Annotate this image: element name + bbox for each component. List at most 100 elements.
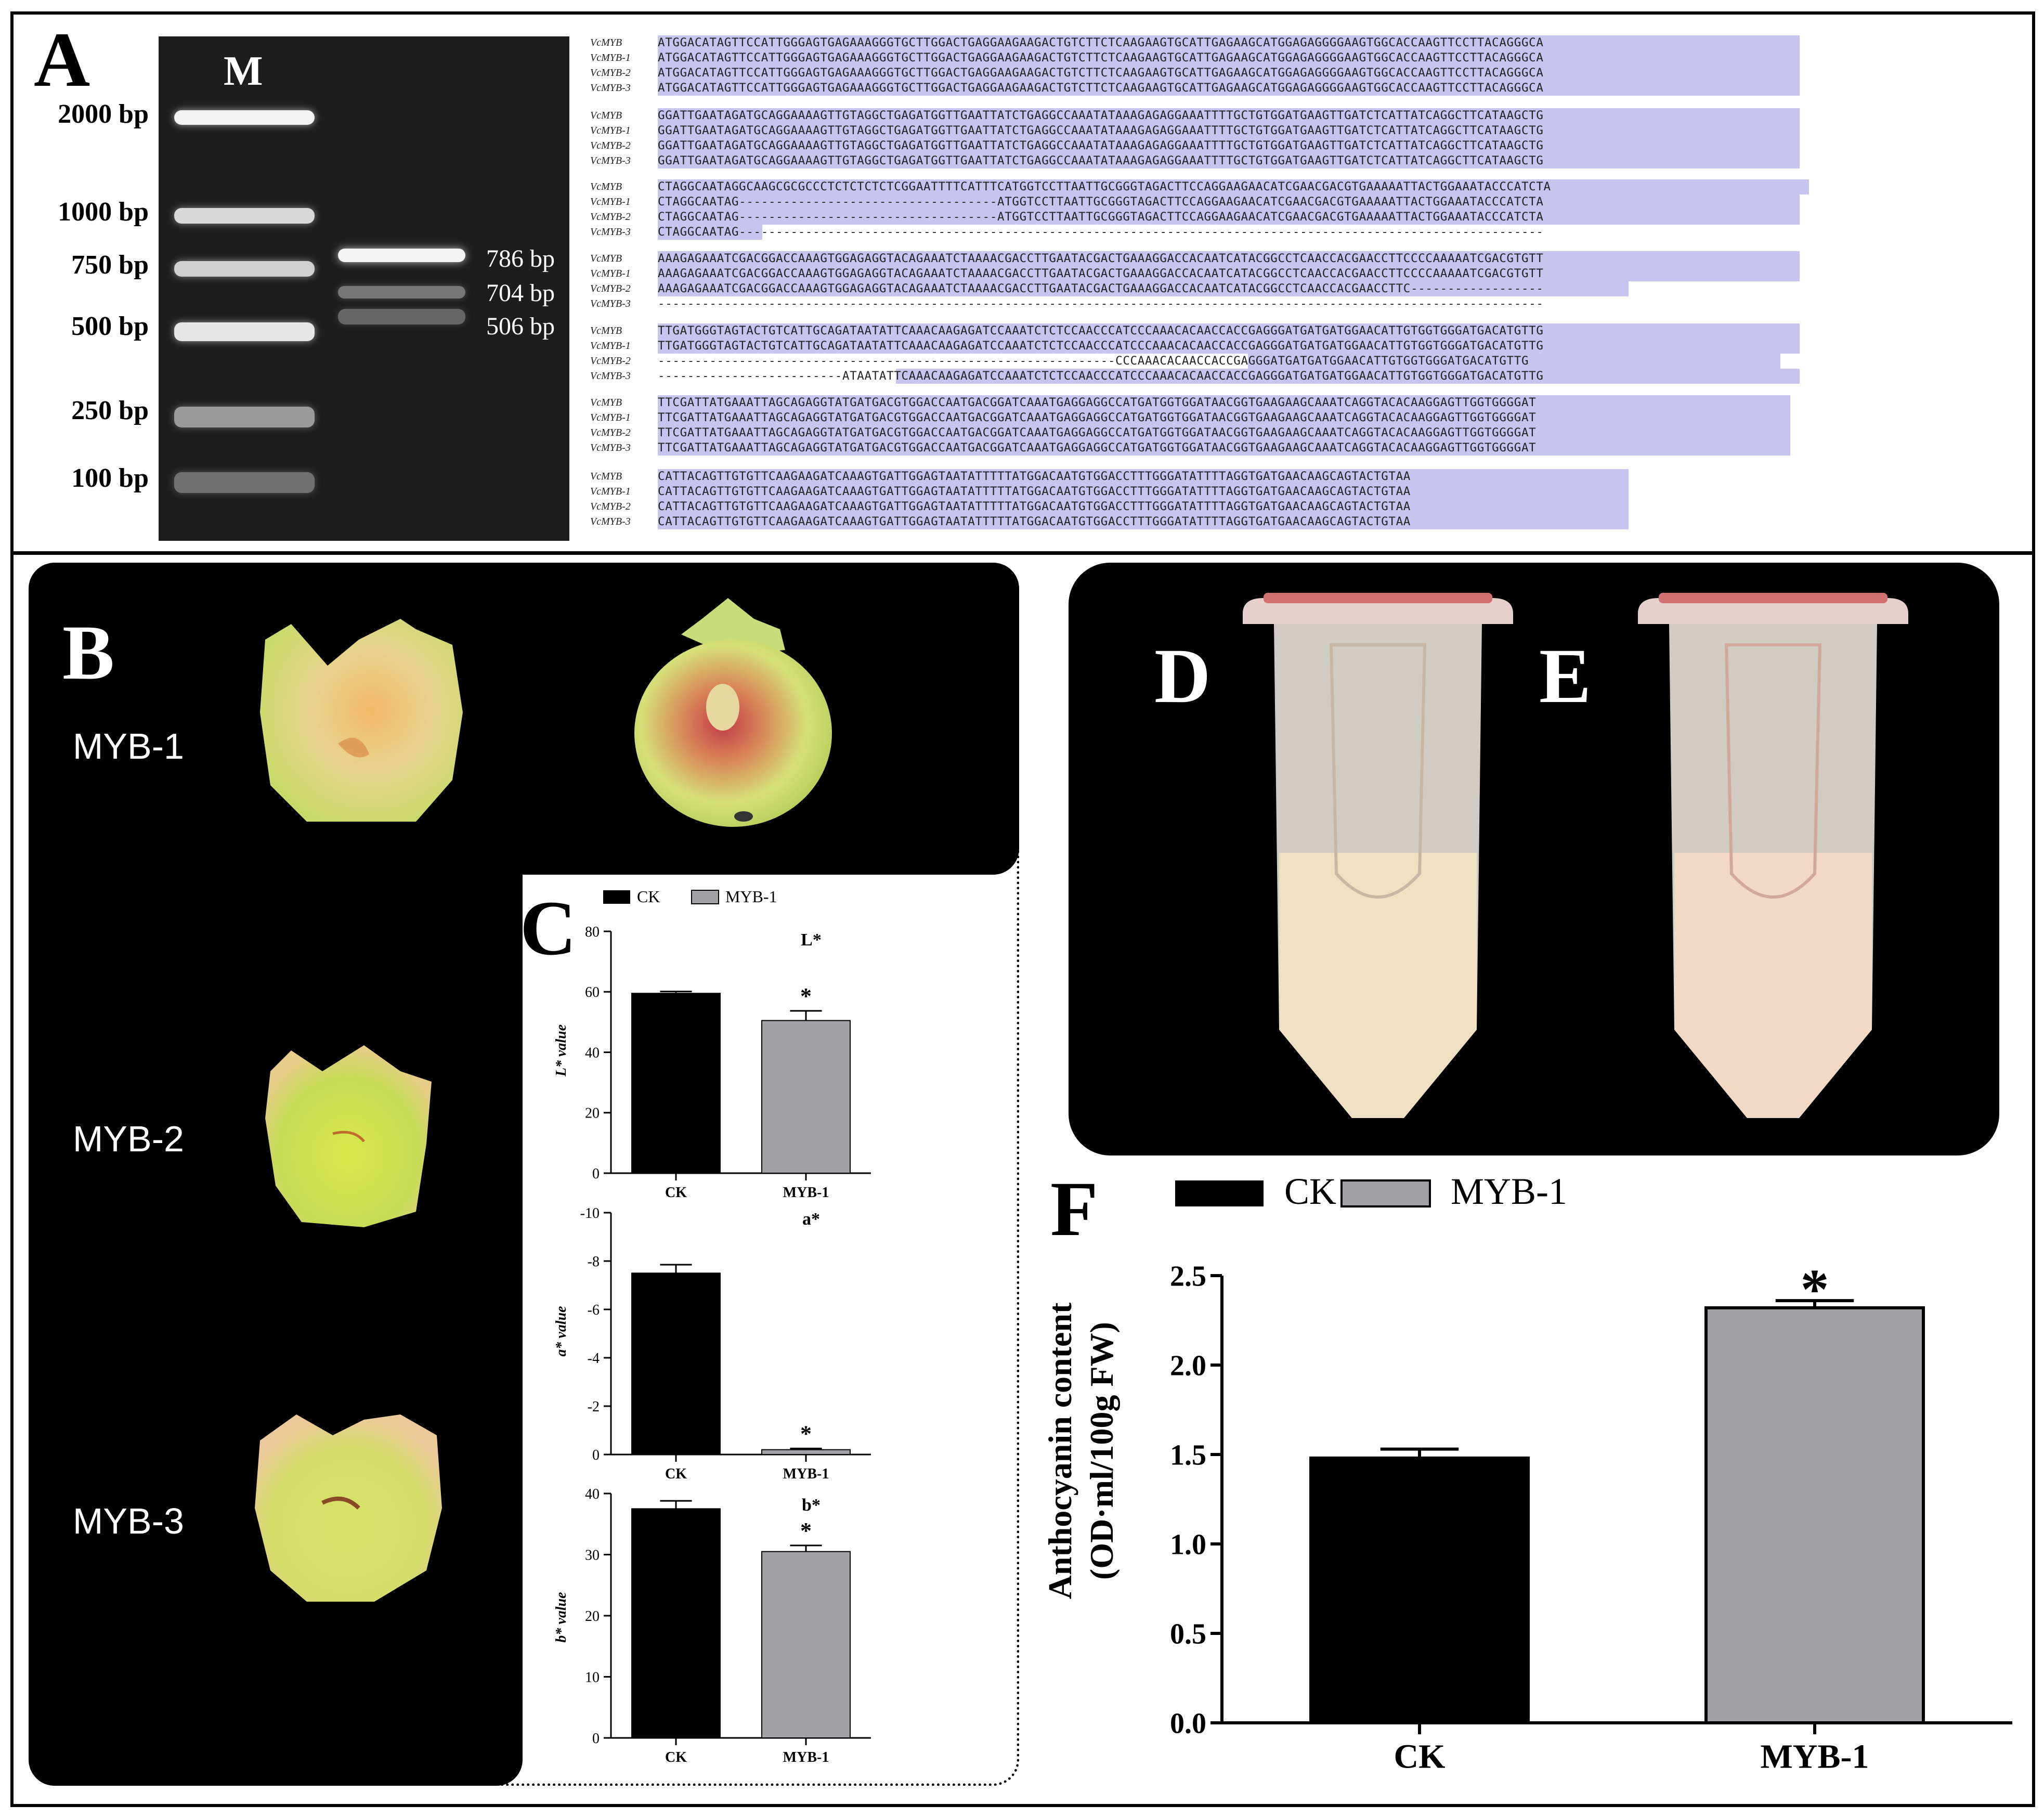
legend-swatch-myb1: [1340, 1179, 1431, 1207]
y-axis-label: b* value: [553, 1592, 569, 1642]
alignment-row: VcMYB CATTACAGTTGTGTTCAAGAAGATCAAAGTGATTG…: [590, 469, 2025, 484]
alignment-sequence: GGATTGAATAGATGCAGGAAAAGTTGTAGGCTGAGATGGT…: [658, 109, 1544, 122]
alignment-block: VcMYB TTGATGGGTAGTACTGTCATTGCAGATAATATTCA…: [590, 323, 2025, 384]
alignment-seq-name: VcMYB-1: [590, 412, 631, 423]
ladder-label-500: 500 bp: [71, 311, 149, 341]
x-tick-label: MYB-1: [783, 1749, 829, 1765]
alignment-row: VcMYB TTGATGGGTAGTACTGTCATTGCAGATAATATTCA…: [590, 323, 2025, 339]
legend-label-ck: CK: [637, 887, 660, 906]
alignment-seq-name: VcMYB: [590, 37, 622, 48]
y-tick-label: 0.5: [1170, 1618, 1206, 1651]
x-tick-label: CK: [665, 1185, 687, 1201]
alignment-highlight: [658, 210, 1800, 225]
fruit-myb1-top: [634, 598, 832, 827]
alignment-sequence: ATGGACATAGTTCCATTGGGAGTGAGAAAGGGTGCTTGGA…: [658, 51, 1544, 64]
sample-label-myb2: MYB-2: [73, 1119, 184, 1159]
y-axis-label: Anthocyanin content: [1041, 1302, 1078, 1599]
alignment-seq-name: VcMYB: [590, 397, 622, 408]
y-tick-label: 2.0: [1170, 1350, 1206, 1382]
alignment-row: VcMYB-2 GGATTGAATAGATGCAGGAAAAGTTGTAGGCTG…: [590, 138, 2025, 153]
legend-swatch-ck: [1175, 1180, 1264, 1206]
band-label-786: 786 bp: [486, 245, 555, 272]
alignment-sequence: TTCGATTATGAAATTAGCAGAGGTATGATGACGTGGACCA…: [658, 441, 1537, 454]
significance-marker: *: [1801, 1257, 1829, 1321]
alignment-row: VcMYB-3 ATGGACATAGTTCCATTGGGAGTGAGAAAGGGT…: [590, 81, 2025, 96]
alignment-row: VcMYB-1 TTGATGGGTAGTACTGTCATTGCAGATAATATT…: [590, 339, 2025, 354]
alignment-sequence: AAAGAGAAATCGACGGACCAAAGTGGAGAGGTACAGAAAT…: [658, 282, 1544, 295]
alignment-seq-name: VcMYB-1: [590, 486, 631, 497]
alignment-seq-name: VcMYB-2: [590, 211, 631, 223]
alignment-seq-name: VcMYB-3: [590, 298, 631, 309]
fruit-myb1-side: [260, 619, 463, 822]
alignment-sequence: ----------------------------------------…: [658, 297, 1544, 310]
alignment-sequence: CATTACAGTTGTGTTCAAGAAGATCAAAGTGATTGGAGTA…: [658, 485, 1411, 498]
alignment-row: VcMYB ATGGACATAGTTCCATTGGGAGTGAGAAAGGGTGC…: [590, 35, 2025, 50]
alignment-seq-name: VcMYB-2: [590, 140, 631, 151]
y-tick-label: 40: [585, 1486, 600, 1502]
panel-f-chart: CK MYB-1 0.0 0.5 1.0 1.5 2.0 2.5 CK MYB-1 * Anthocy…: [1041, 1171, 2012, 1775]
y-tick-label: 0: [592, 1447, 600, 1463]
bar-ck: [631, 1508, 721, 1738]
sample-label-myb3: MYB-3: [73, 1501, 184, 1541]
alignment-row: VcMYB-1 AAAGAGAAATCGACGGACCAAAGTGGAGAGGTA…: [590, 266, 2025, 281]
alignment-seq-name: VcMYB-2: [590, 355, 631, 367]
alignment-row: VcMYB GGATTGAATAGATGCAGGAAAAGTTGTAGGCTGAG…: [590, 108, 2025, 123]
alignment-sequence: -------------------------ATAATATTCAAACAA…: [658, 369, 1544, 383]
bar-myb-1: [761, 1551, 851, 1738]
alignment-sequence: ATGGACATAGTTCCATTGGGAGTGAGAAAGGGTGCTTGGA…: [658, 36, 1544, 49]
y-tick-label: 80: [585, 924, 600, 940]
bar-ck: [631, 993, 721, 1174]
alignment-sequence: TTCGATTATGAAATTAGCAGAGGTATGATGACGTGGACCA…: [658, 411, 1537, 424]
chart-title: L*: [801, 930, 822, 950]
gel-image: M: [159, 36, 569, 541]
tube-e: [1638, 593, 1908, 1118]
alignment-highlight: [658, 138, 1800, 153]
alignment-row: VcMYB AAAGAGAAATCGACGGACCAAAGTGGAGAGGTACA…: [590, 251, 2025, 266]
alignment-sequence: ATGGACATAGTTCCATTGGGAGTGAGAAAGGGTGCTTGGA…: [658, 66, 1544, 80]
band-label-506: 506 bp: [486, 313, 555, 340]
alignment-highlight: [658, 266, 1800, 281]
alignment-sequence: CTAGGCAATAGGCAAGCGCGCCCTCTCTCTCTCGGAATTT…: [658, 180, 1551, 193]
alignment-row: VcMYB-3 GGATTGAATAGATGCAGGAAAAGTTGTAGGCTG…: [590, 153, 2025, 168]
sample-band-704: [338, 286, 465, 298]
alignment-highlight: [658, 50, 1800, 66]
band-label-704: 704 bp: [486, 279, 555, 307]
panel-f-label: F: [1050, 1166, 1098, 1252]
alignment-sequence: TTCGATTATGAAATTAGCAGAGGTATGATGACGTGGACCA…: [658, 396, 1537, 409]
y-tick-label: 20: [585, 1106, 600, 1122]
alignment-highlight: [658, 469, 1629, 484]
alignment-sequence: TTGATGGGTAGTACTGTCATTGCAGATAATATTCAAACAA…: [658, 324, 1544, 337]
sample-band-786: [338, 249, 465, 262]
alignment-sequence: CATTACAGTTGTGTTCAAGAAGATCAAAGTGATTGGAGTA…: [658, 500, 1411, 513]
alignment-highlight: [658, 339, 1800, 354]
y-tick-label: 60: [585, 984, 600, 1001]
marker-lane-label: M: [224, 48, 263, 94]
alignment-seq-name: VcMYB: [590, 471, 622, 482]
alignment-seq-name: VcMYB-3: [590, 155, 631, 166]
alignment-sequence: AAAGAGAAATCGACGGACCAAAGTGGAGAGGTACAGAAAT…: [658, 252, 1544, 265]
bar-myb-1: [1704, 1306, 1925, 1725]
alignment-highlight: [895, 369, 1800, 384]
alignment-seq-name: VcMYB-1: [590, 268, 631, 279]
chart-title: b*: [802, 1496, 821, 1515]
ladder-band-500: [174, 322, 315, 341]
alignment-block: VcMYB AAAGAGAAATCGACGGACCAAAGTGGAGAGGTACA…: [590, 251, 2025, 311]
alignment-seq-name: VcMYB-3: [590, 226, 631, 238]
y-tick-label: 40: [585, 1045, 600, 1061]
bar-ck: [1309, 1456, 1530, 1724]
panel-b-background-left: [29, 780, 523, 1786]
alignment-highlight: [658, 35, 1800, 50]
alignment-sequence: GGATTGAATAGATGCAGGAAAAGTTGTAGGCTGAGATGGT…: [658, 139, 1544, 152]
alignment-highlight: [658, 225, 763, 240]
alignment-seq-name: VcMYB-2: [590, 427, 631, 438]
alignment-sequence: CTAGGCAATAG-----------------------------…: [658, 210, 1544, 224]
panel-b-label: B: [62, 609, 115, 696]
alignment-sequence: CATTACAGTTGTGTTCAAGAAGATCAAAGTGATTGGAGTA…: [658, 470, 1411, 483]
alignment-sequence: TTCGATTATGAAATTAGCAGAGGTATGATGACGTGGACCA…: [658, 426, 1537, 439]
ladder-band-750: [174, 261, 315, 277]
alignment-block: VcMYB ATGGACATAGTTCCATTGGGAGTGAGAAAGGGTGC…: [590, 35, 2025, 96]
legend-swatch-ck: [603, 890, 630, 904]
significance-marker: *: [800, 1518, 812, 1543]
alignment-seq-name: VcMYB-1: [590, 52, 631, 63]
alignment-row: VcMYB-2 AAAGAGAAATCGACGGACCAAAGTGGAGAGGTA…: [590, 281, 2025, 296]
